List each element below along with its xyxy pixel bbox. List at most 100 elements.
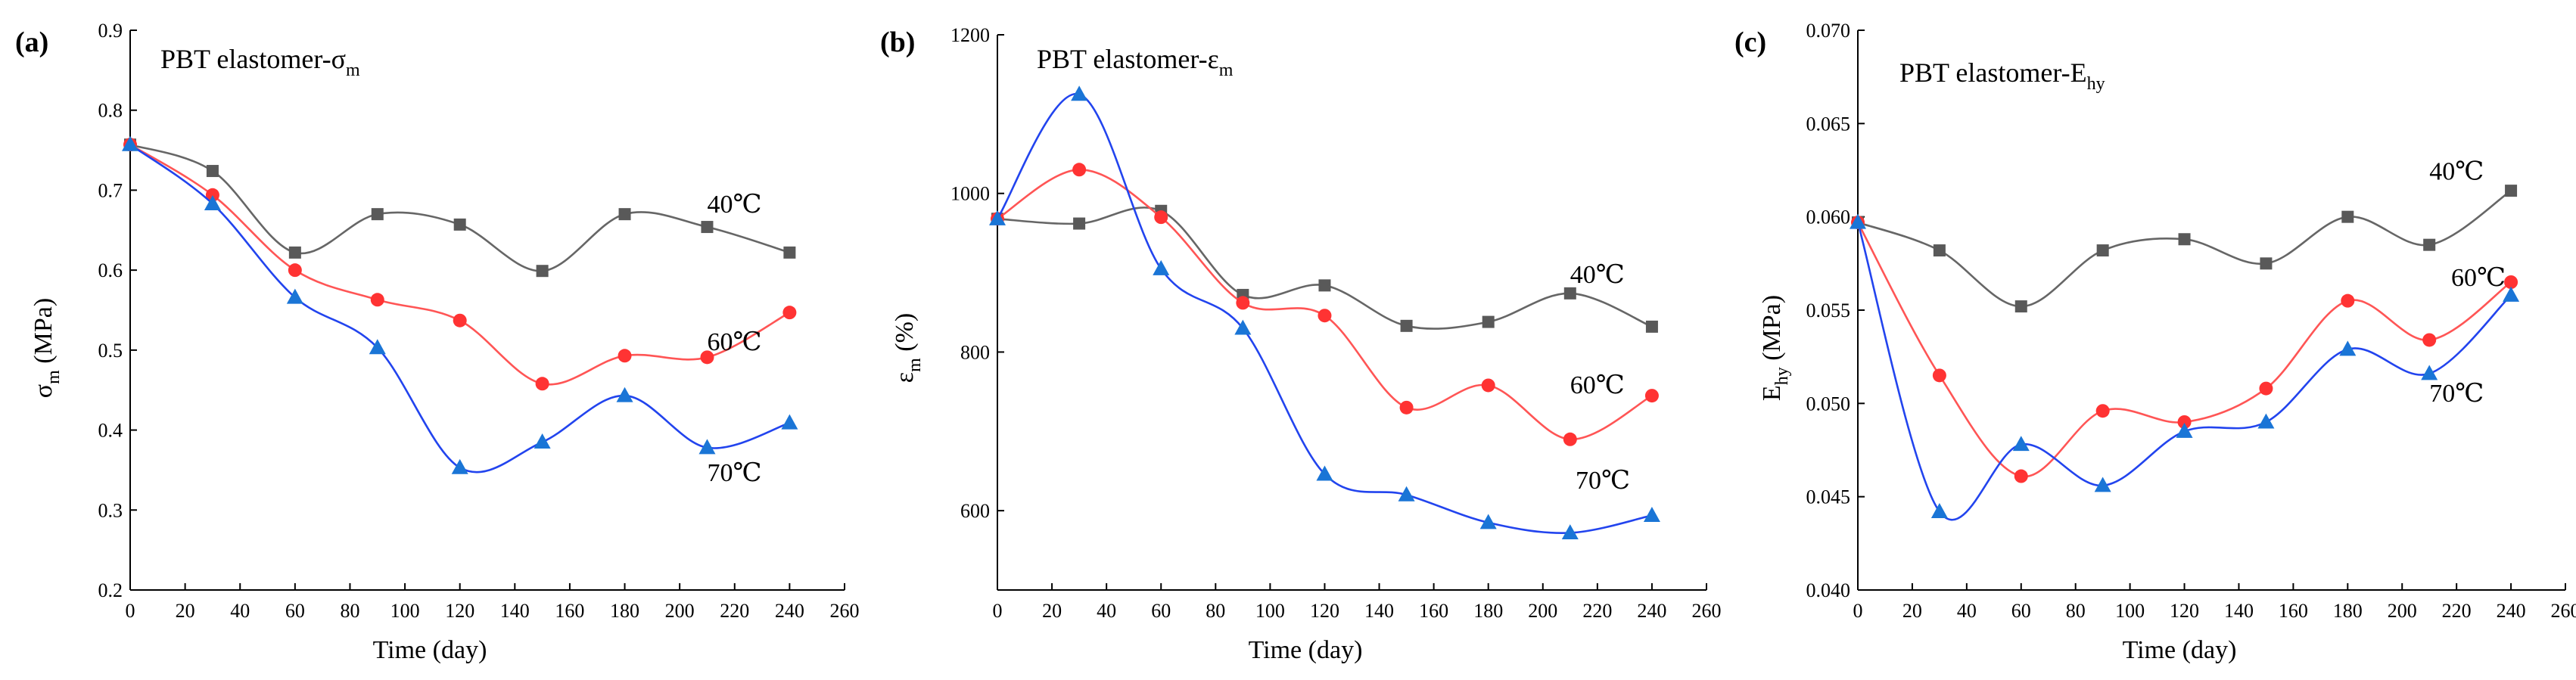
x-tick-label: 20 [1042,600,1062,622]
x-tick-label: 260 [2551,600,2576,622]
data-point-triangle [1930,503,1948,518]
data-point-circle [1563,432,1577,446]
x-tick-label: 40 [230,600,250,622]
data-point-square [2423,238,2436,251]
data-point-circle [288,263,302,278]
x-tick-label: 0 [1853,600,1863,622]
y-tick-label: 800 [960,341,990,363]
x-tick-label: 240 [1637,600,1666,622]
y-tick-label: 0.8 [98,100,123,122]
data-point-circle [782,306,797,320]
x-axis-title: Time (day) [2123,636,2237,664]
x-tick-label: 180 [1473,600,1503,622]
data-point-triangle [369,339,386,355]
data-point-circle [2259,381,2273,396]
y-tick-label: 0.060 [1806,206,1851,228]
data-point-square [2178,233,2191,246]
x-tick-label: 80 [2066,600,2086,622]
x-axis-title: Time (day) [1249,636,1363,664]
chart-panel-c: (c) PBT elastomer-Ehy Time (day) Ehy (MP… [1734,20,2576,664]
x-tick-label: 120 [2170,600,2199,622]
x-tick-label: 260 [1692,600,1722,622]
x-tick-label: 200 [665,600,695,622]
x-tick-label: 60 [2011,600,2031,622]
x-tick-label: 100 [1255,600,1285,622]
data-point-triangle [1850,213,1866,229]
data-point-triangle [1153,259,1170,275]
data-point-square [1563,287,1576,300]
x-tick-label: 0 [993,600,1003,622]
y-tick-label: 0.040 [1806,579,1851,601]
y-tick-label: 0.055 [1806,300,1851,321]
data-point-triangle [2257,413,2275,429]
data-point-circle [2422,333,2437,347]
x-tick-label: 120 [445,600,474,622]
data-point-circle [453,313,467,328]
data-point-square [536,265,549,278]
panel-label: (b) [880,26,915,58]
data-point-triangle [1561,524,1579,540]
x-tick-label: 180 [2333,600,2363,622]
data-point-circle [1154,210,1168,225]
x-tick-label: 260 [830,600,860,622]
data-point-triangle [122,135,138,151]
data-point-square [288,246,301,259]
data-point-triangle [451,458,468,474]
series-line-70℃ [129,144,790,474]
chart-panel-b: (b) PBT elastomer-εm Time (day) εm (%) 0… [880,24,1722,664]
chart-title: PBT elastomer-Ehy [1899,57,2105,94]
y-tick-label: 0.7 [98,179,123,201]
x-tick-label: 40 [1957,600,1977,622]
data-point-square [2096,244,2109,257]
y-tick-label: 0.2 [98,579,123,601]
series-label: 60℃ [1570,371,1625,399]
data-point-square [2260,257,2273,270]
series-label: 60℃ [707,328,761,356]
y-tick-label: 0.5 [98,340,123,362]
y-tick-label: 0.9 [98,20,123,42]
data-point-circle [535,377,549,391]
y-tick-label: 1000 [950,183,990,205]
x-tick-label: 160 [555,600,584,622]
y-axis-title: σm (MPa) [30,298,64,398]
data-point-triangle [698,439,716,455]
data-point-circle [1072,163,1087,177]
x-tick-label: 160 [2279,600,2308,622]
data-point-circle [1644,389,1659,403]
data-point-circle [2341,293,2355,308]
data-point-circle [1318,309,1332,323]
data-point-triangle [1643,507,1660,522]
y-tick-label: 1200 [950,24,990,46]
data-point-square [453,218,466,231]
data-point-square [371,208,384,221]
y-tick-label: 0.045 [1806,486,1851,508]
data-point-square [1400,319,1413,332]
data-point-triangle [286,288,303,304]
chart-title: PBT elastomer-εm [1037,44,1234,80]
data-point-triangle [1398,486,1415,501]
data-point-square [1318,279,1331,292]
panel-label: (a) [15,26,48,58]
x-tick-label: 240 [775,600,804,622]
x-tick-label: 100 [390,600,420,622]
x-tick-label: 120 [1310,600,1339,622]
x-tick-label: 140 [1364,600,1394,622]
x-tick-label: 160 [1419,600,1448,622]
data-point-triangle [204,195,221,210]
data-point-square [2505,185,2518,197]
data-point-triangle [2012,436,2030,452]
series-label: 70℃ [707,459,761,487]
x-tick-label: 60 [1151,600,1171,622]
x-tick-label: 100 [2115,600,2145,622]
series-label: 70℃ [1576,467,1630,495]
data-point-square [206,165,219,178]
series-label: 60℃ [2451,264,2506,292]
data-point-circle [205,188,219,202]
x-tick-label: 200 [1528,600,1557,622]
x-tick-label: 80 [340,600,359,622]
x-tick-label: 0 [126,600,135,622]
data-point-triangle [2339,340,2357,356]
data-point-triangle [616,387,633,402]
data-point-triangle [2503,286,2520,302]
